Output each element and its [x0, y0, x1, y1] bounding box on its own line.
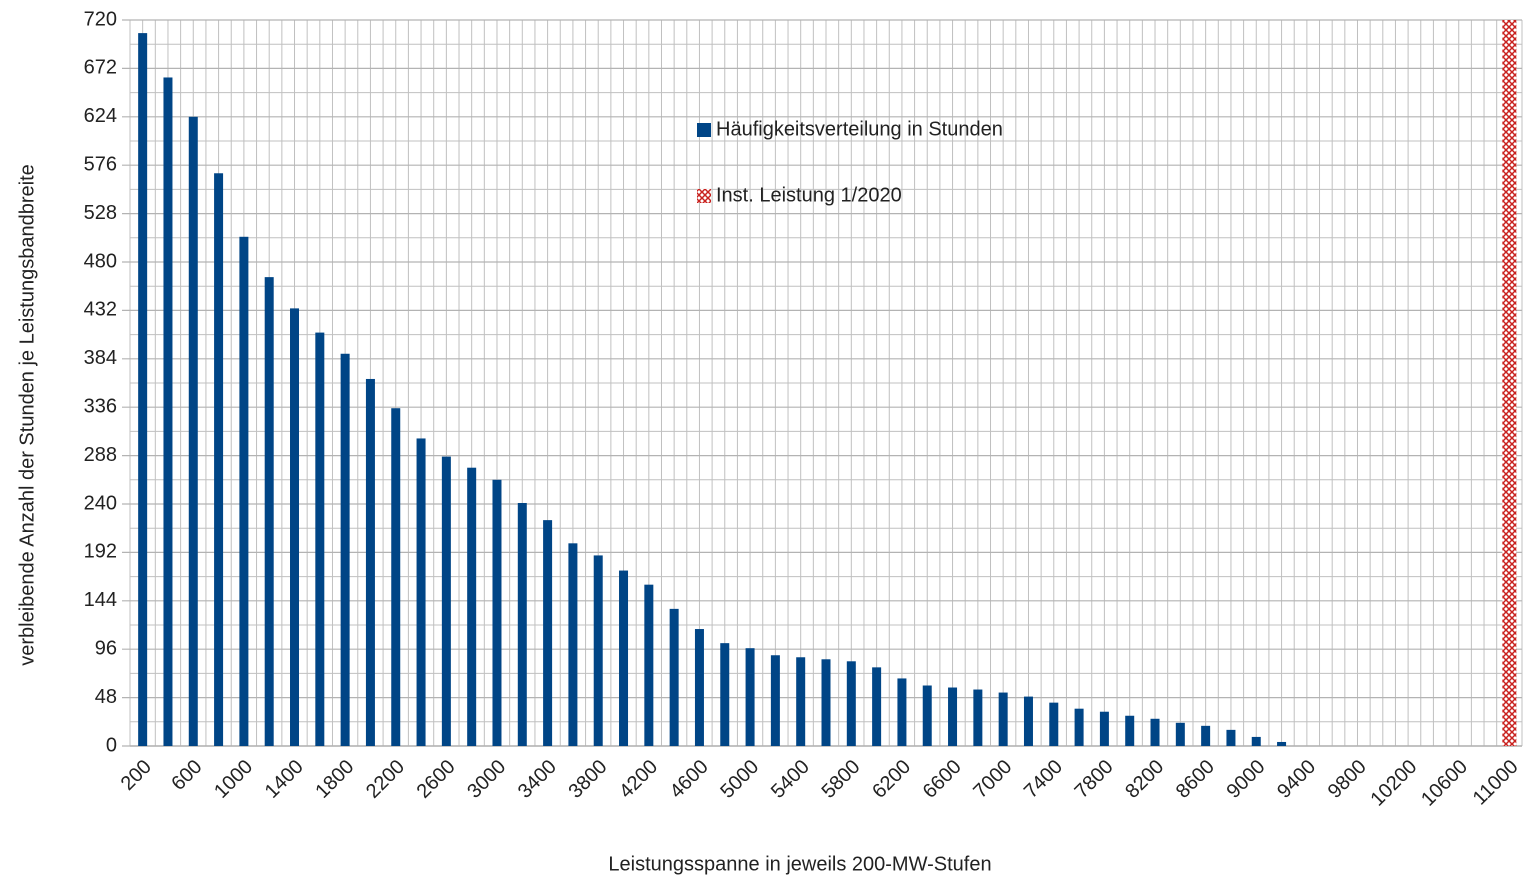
legend-label: Inst. Leistung 1/2020 [716, 184, 902, 206]
bar [163, 77, 173, 747]
bar [1074, 708, 1084, 746]
bar [644, 584, 654, 746]
x-tick-label: 6600 [919, 756, 966, 803]
x-tick-label: 1000 [210, 756, 257, 803]
y-tick-label: 672 [84, 57, 117, 79]
x-tick-label: 8200 [1121, 756, 1168, 803]
y-tick-label: 48 [95, 686, 117, 708]
bar [188, 116, 198, 747]
bar [1049, 702, 1059, 746]
x-tick-label: 9400 [1273, 756, 1320, 803]
y-tick-label: 144 [84, 589, 117, 611]
bar [1502, 20, 1517, 746]
bar [467, 467, 477, 746]
bar [770, 655, 780, 746]
y-tick-label: 288 [84, 444, 117, 466]
bar [492, 479, 502, 746]
x-tick-label: 5400 [767, 756, 814, 803]
y-tick-label: 720 [84, 8, 117, 30]
legend-label: Häufigkeitsverteilung in Stunden [716, 118, 1003, 140]
bar [416, 438, 426, 746]
bar [720, 643, 730, 746]
x-tick-label: 3800 [564, 756, 611, 803]
bar [593, 555, 603, 746]
bar [1175, 722, 1185, 746]
bar [948, 687, 958, 746]
y-tick-label: 432 [84, 299, 117, 321]
y-tick-label: 336 [84, 395, 117, 417]
x-tick-label: 3400 [514, 756, 561, 803]
x-tick-label: 1400 [261, 756, 308, 803]
y-tick-label: 192 [84, 541, 117, 563]
bar [1251, 736, 1261, 746]
x-tick-label: 7000 [969, 756, 1016, 803]
bar [1226, 729, 1236, 746]
bar [897, 678, 907, 746]
bar [796, 657, 806, 746]
x-tick-label: 600 [167, 756, 206, 795]
bar [1023, 696, 1033, 746]
x-tick-label: 5000 [716, 756, 763, 803]
x-axis-title: Leistungsspanne in jeweils 200-MW-Stufen [608, 853, 991, 875]
x-tick-label: 7400 [1020, 756, 1067, 803]
bar [694, 629, 704, 746]
x-tick-label: 3000 [463, 756, 510, 803]
x-tick-label: 2200 [362, 756, 409, 803]
bar [340, 353, 350, 746]
x-tick-label: 5800 [818, 756, 865, 803]
bar [745, 648, 755, 746]
x-tick-label: 11000 [1469, 756, 1523, 810]
y-tick-label: 96 [95, 637, 117, 659]
bar [138, 33, 148, 746]
y-tick-label: 384 [84, 347, 117, 369]
y-tick-label: 480 [84, 250, 117, 272]
x-tick-label: 10600 [1417, 756, 1472, 811]
bar [821, 659, 831, 746]
bar [998, 692, 1008, 746]
y-tick-label: 240 [84, 492, 117, 514]
bar [619, 570, 629, 746]
x-tick-label: 9800 [1324, 756, 1371, 803]
bar [1277, 741, 1287, 746]
bar [1099, 711, 1109, 746]
bar [1201, 725, 1211, 746]
x-tick-label: 4600 [666, 756, 713, 803]
bar [315, 332, 325, 746]
bar [872, 667, 882, 746]
legend-swatch [697, 189, 711, 203]
bar [264, 277, 274, 746]
x-tick-label: 6200 [868, 756, 915, 803]
bar [365, 378, 375, 746]
x-tick-label: 8600 [1172, 756, 1219, 803]
bar [441, 456, 451, 746]
bar [922, 685, 932, 746]
legend-swatch [697, 123, 711, 137]
x-tick-label: 10200 [1366, 756, 1421, 811]
bar [669, 608, 679, 746]
y-tick-label: 528 [84, 202, 117, 224]
x-tick-label: 4200 [615, 756, 662, 803]
x-tick-label: 9000 [1223, 756, 1270, 803]
x-tick-label: 2600 [413, 756, 460, 803]
x-tick-label: 1800 [311, 756, 358, 803]
bar [239, 236, 249, 746]
bar [1125, 715, 1135, 746]
grid [122, 19, 1523, 747]
bar [214, 173, 224, 746]
bar [846, 661, 856, 746]
bar [973, 689, 983, 746]
y-axis-title: verbleibende Anzahl der Stunden je Leist… [16, 164, 38, 665]
bar [568, 543, 578, 746]
bar [290, 308, 300, 746]
y-tick-label: 624 [84, 105, 117, 127]
x-tick-label: 7800 [1071, 756, 1118, 803]
y-tick-label: 576 [84, 153, 117, 175]
y-tick-label: 0 [106, 734, 117, 756]
bar [517, 502, 527, 746]
bar [543, 520, 553, 746]
bar [1150, 718, 1160, 746]
x-tick-label: 200 [117, 756, 156, 795]
bar [391, 408, 401, 746]
